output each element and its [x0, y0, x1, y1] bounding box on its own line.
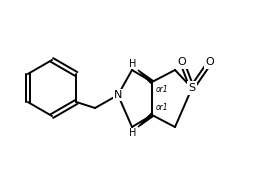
Text: or1: or1	[156, 103, 169, 112]
Text: N: N	[114, 90, 122, 100]
Text: H: H	[129, 59, 136, 69]
Text: or1: or1	[156, 85, 169, 94]
Text: H: H	[129, 128, 136, 138]
Text: O: O	[206, 57, 214, 67]
Polygon shape	[138, 70, 153, 83]
Text: S: S	[188, 83, 195, 93]
Text: O: O	[178, 57, 186, 67]
Polygon shape	[138, 114, 153, 127]
